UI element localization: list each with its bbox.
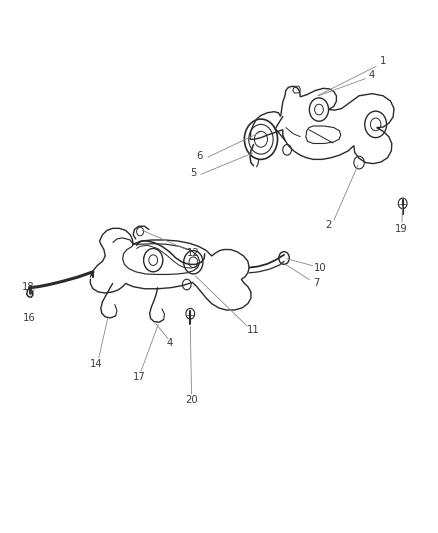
Text: 2: 2 (325, 220, 331, 230)
Text: 1: 1 (379, 56, 386, 66)
Text: 20: 20 (184, 395, 197, 405)
Text: 10: 10 (313, 263, 325, 272)
Text: 16: 16 (23, 313, 36, 323)
Text: 7: 7 (312, 278, 319, 288)
Text: 5: 5 (190, 168, 196, 177)
Text: 19: 19 (394, 224, 407, 235)
Text: 18: 18 (22, 281, 35, 292)
Text: 4: 4 (368, 70, 374, 80)
Text: 17: 17 (133, 372, 145, 382)
Text: 6: 6 (196, 151, 203, 161)
Text: 11: 11 (246, 325, 259, 335)
Text: 4: 4 (166, 338, 172, 348)
Text: 14: 14 (90, 359, 102, 369)
Text: 12: 12 (187, 248, 199, 258)
